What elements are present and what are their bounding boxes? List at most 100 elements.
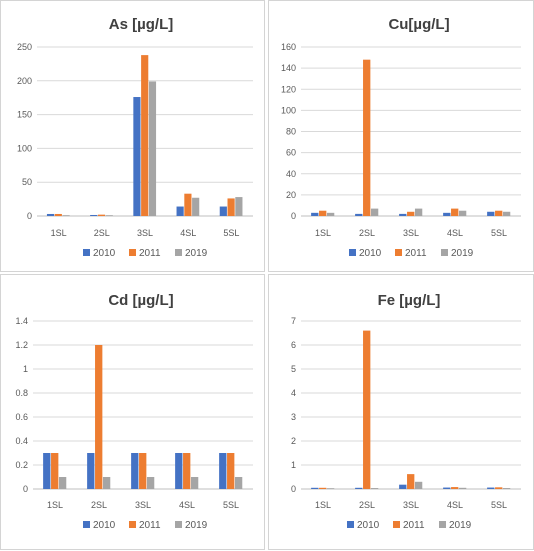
legend-label: 2010 (357, 520, 380, 531)
legend-label: 2011 (405, 248, 427, 259)
chart-title: Cd [µg/L] (108, 292, 173, 309)
y-tick-label: 0.8 (15, 388, 28, 398)
legend-label: 2010 (93, 520, 116, 531)
chart-as: As [µg/L] 0 50 100 150 200 250 1SL 2SL 3SL 4SL 5SL… (17, 16, 253, 259)
legend-swatch-2010 (349, 249, 356, 256)
y-tick-label: 7 (291, 316, 296, 326)
bar-2010-3SL (133, 97, 141, 216)
bar-2010-1SL (43, 453, 51, 489)
x-tick-label: 1SL (315, 228, 331, 238)
x-tick-label: 2SL (91, 500, 107, 510)
legend-swatch-2010 (83, 249, 90, 256)
bar-2019-5SL (234, 477, 243, 489)
y-tick-label: 0 (27, 211, 32, 221)
chart-cu: Cu[µg/L] 0 20 40 60 80 100 120 140 160 1SL 2SL 3SL 4… (281, 16, 521, 259)
bar-2019-1SL (326, 488, 335, 489)
legend-label: 2010 (359, 248, 382, 259)
y-tick-label: 6 (291, 340, 296, 350)
x-tick-label: 3SL (403, 500, 419, 510)
x-tick-label: 1SL (51, 228, 67, 238)
legend-label: 2019 (185, 248, 208, 259)
bar-2010-2SL (355, 487, 363, 489)
y-tick-label: 4 (291, 388, 296, 398)
bar-2010-2SL (90, 214, 98, 216)
chart-fe-panel: Fe [µg/L] 0 1 2 3 4 5 6 7 1SL 2SL 3SL 4SL 5SL 2010 201… (268, 274, 534, 550)
chart-title: Fe [µg/L] (378, 292, 441, 309)
x-tick-label: 3SL (137, 228, 153, 238)
bar-2010-3SL (399, 484, 407, 489)
bar-2010-4SL (175, 453, 183, 489)
y-tick-label: 100 (17, 143, 32, 153)
y-tick-label: 140 (281, 63, 296, 73)
y-tick-label: 0.4 (15, 436, 28, 446)
legend-swatch-2010 (347, 521, 354, 528)
legend-label: 2011 (139, 248, 161, 259)
y-tick-label: 0 (23, 484, 28, 494)
bar-2019-2SL (105, 215, 113, 216)
y-tick-label: 100 (281, 105, 296, 115)
x-tick-label: 3SL (135, 500, 151, 510)
legend-swatch-2019 (175, 249, 182, 256)
y-tick-label: 60 (286, 148, 296, 158)
bar-2011-3SL (139, 453, 147, 489)
bar-2011-4SL (184, 193, 192, 216)
x-tick-label: 4SL (447, 500, 463, 510)
bar-2011-4SL (451, 487, 459, 489)
bar-2011-1SL (319, 487, 327, 489)
bar-2011-2SL (363, 330, 371, 489)
y-tick-label: 50 (22, 177, 32, 187)
bar-2019-4SL (190, 477, 199, 489)
chart-fe: Fe [µg/L] 0 1 2 3 4 5 6 7 1SL 2SL 3SL 4SL 5SL 2010 201… (291, 292, 521, 531)
bar-2011-3SL (407, 474, 415, 489)
bar-2011-4SL (183, 453, 191, 489)
x-tick-label: 3SL (403, 228, 419, 238)
bar-2011-5SL (227, 198, 235, 216)
chart-cu-panel: Cu[µg/L] 0 20 40 60 80 100 120 140 160 1SL 2SL 3SL 4… (268, 0, 534, 272)
bar-2010-5SL (219, 453, 227, 489)
y-tick-label: 80 (286, 127, 296, 137)
bar-2019-5SL (502, 488, 511, 489)
x-tick-label: 4SL (180, 228, 196, 238)
legend-label: 2010 (93, 248, 116, 259)
bar-2011-2SL (95, 345, 103, 489)
chart-as-panel: As [µg/L] 0 50 100 150 200 250 1SL 2SL 3SL 4SL 5SL… (0, 0, 265, 272)
legend-label: 2011 (403, 520, 425, 531)
bar-2011-5SL (495, 487, 503, 489)
x-tick-label: 5SL (491, 500, 507, 510)
chart-cd-panel: Cd [µg/L] 0 0.2 0.4 0.6 0.8 1 1.2 1.4 1SL 2SL 3SL 4… (0, 274, 265, 550)
bar-2011-3SL (141, 55, 149, 216)
x-tick-label: 4SL (179, 500, 195, 510)
bar-2010-1SL (311, 487, 319, 489)
y-tick-label: 1.2 (15, 340, 28, 350)
bar-2019-4SL (458, 487, 467, 489)
legend-label: 2019 (449, 520, 472, 531)
x-tick-label: 2SL (359, 500, 375, 510)
y-tick-label: 160 (281, 42, 296, 52)
y-tick-label: 5 (291, 364, 296, 374)
x-tick-label: 4SL (447, 228, 463, 238)
bar-2019-2SL (370, 208, 379, 216)
legend-swatch-2011 (129, 249, 136, 256)
legend-swatch-2011 (393, 521, 400, 528)
bar-2019-5SL (502, 211, 511, 216)
chart-title: As [µg/L] (109, 16, 173, 33)
bar-2019-2SL (370, 488, 379, 489)
x-tick-label: 5SL (223, 228, 239, 238)
y-tick-label: 1.4 (15, 316, 28, 326)
y-tick-label: 0 (291, 484, 296, 494)
legend-swatch-2019 (175, 521, 182, 528)
x-tick-label: 2SL (359, 228, 375, 238)
bar-2011-3SL (407, 211, 415, 216)
bar-2010-4SL (443, 487, 451, 489)
bar-2019-1SL (326, 212, 335, 216)
bar-2011-4SL (451, 208, 459, 216)
y-tick-label: 200 (17, 76, 32, 86)
bar-2010-5SL (219, 206, 227, 216)
x-tick-label: 2SL (94, 228, 110, 238)
bar-2019-4SL (192, 197, 200, 216)
bar-2011-5SL (495, 210, 503, 216)
bar-2011-2SL (97, 214, 106, 216)
bar-2019-3SL (414, 208, 423, 216)
x-tick-label: 5SL (223, 500, 239, 510)
bar-2010-4SL (443, 212, 451, 216)
